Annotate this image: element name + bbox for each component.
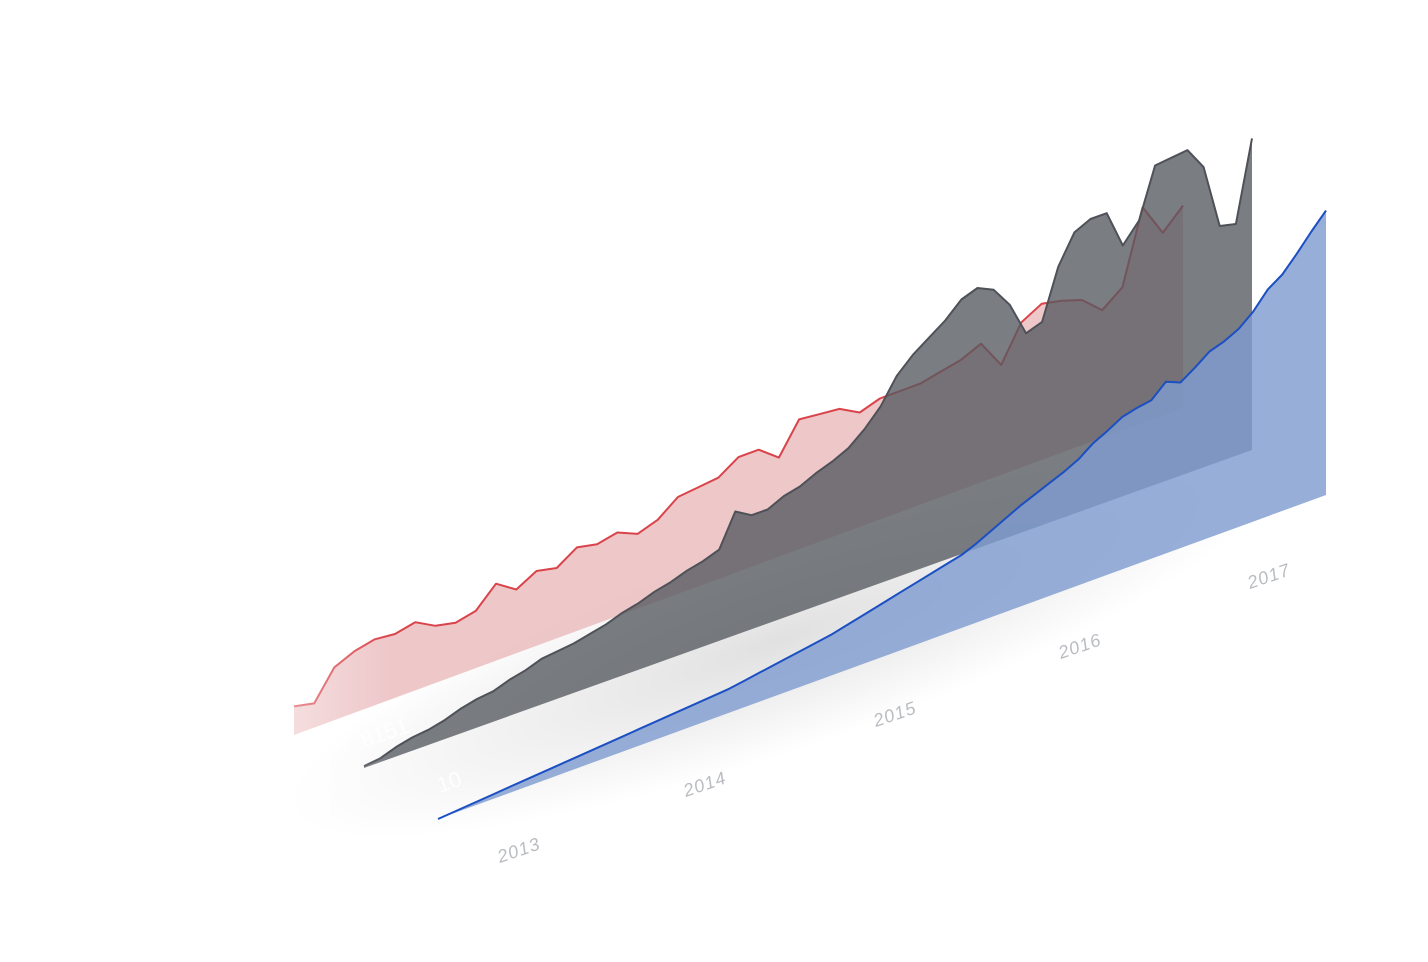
panel-label-cropped: 4	[1160, 115, 1180, 143]
series-area-middle	[364, 138, 1252, 768]
series-area-back	[294, 205, 1183, 736]
series-line-back	[293, 205, 1184, 708]
series-layer	[293, 138, 1327, 820]
series-line-middle	[363, 138, 1253, 768]
series-area-front	[438, 210, 1326, 820]
left-fade	[150, 600, 390, 920]
series-line-front	[437, 210, 1327, 820]
x-tick-2017: 2017	[1244, 560, 1293, 594]
x-tick-2013: 2013	[494, 834, 543, 868]
